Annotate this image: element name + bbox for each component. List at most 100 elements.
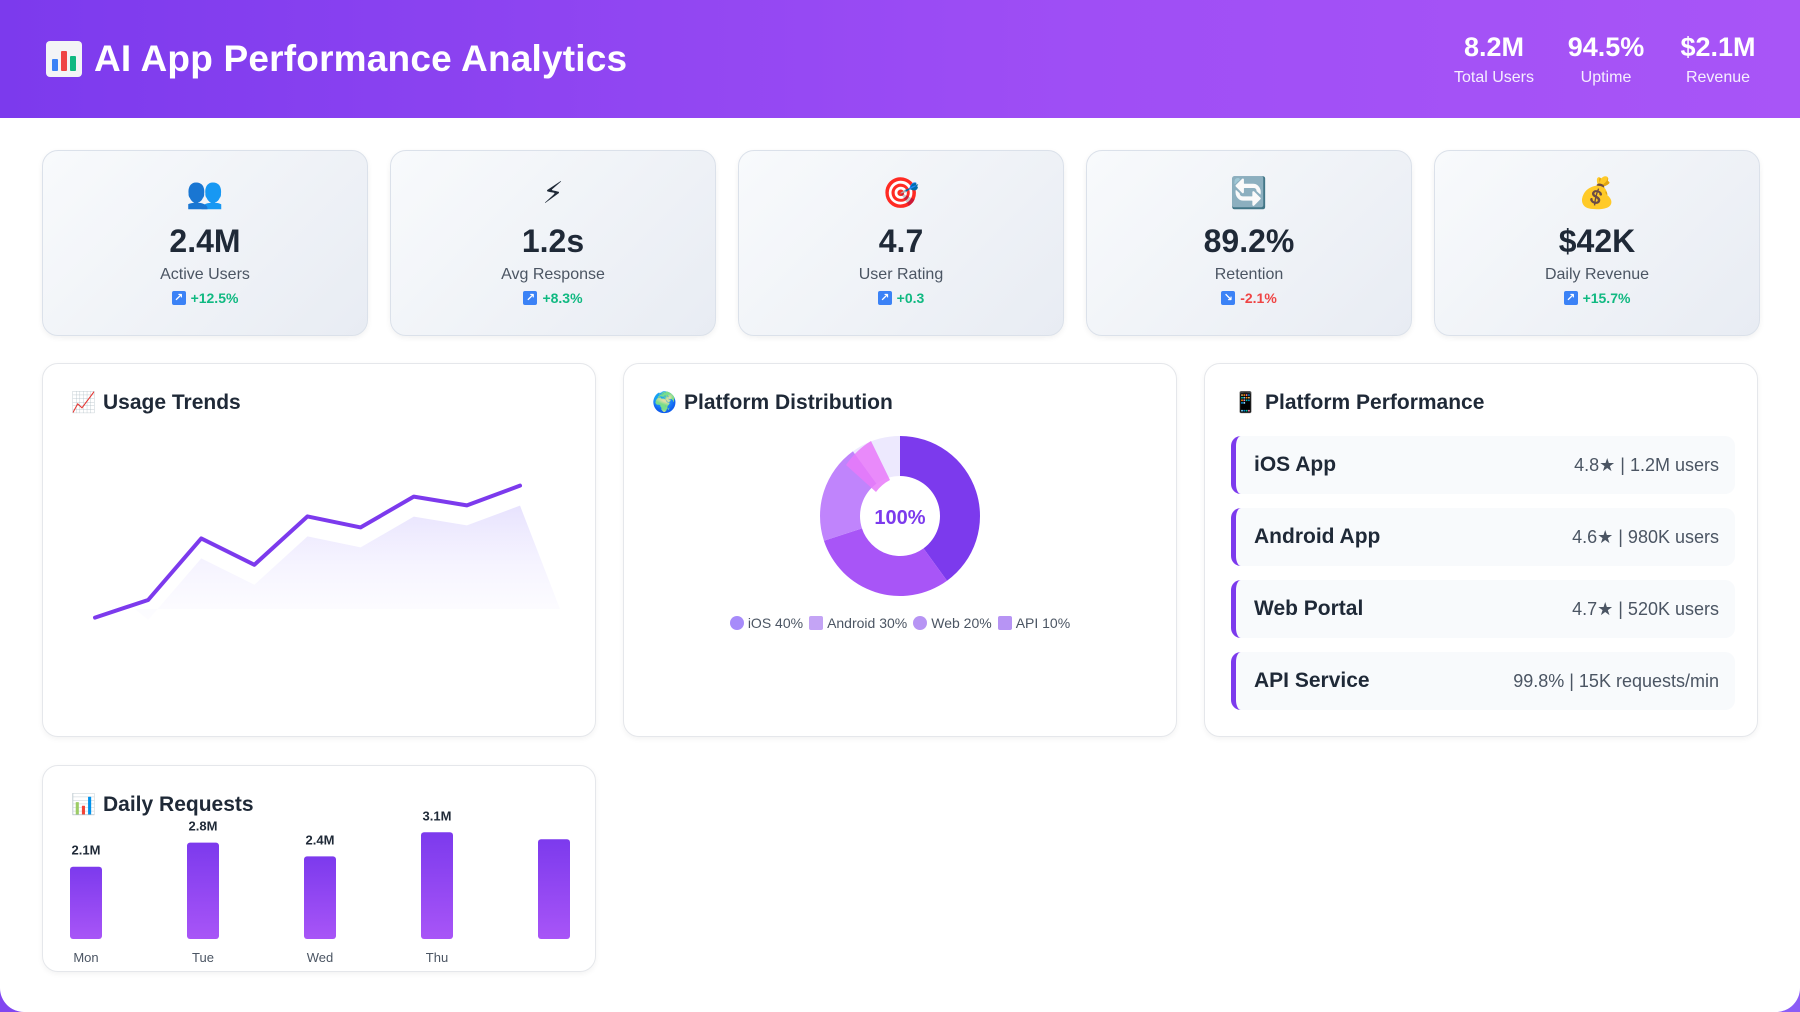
trend-up-icon: ↗ [1563, 291, 1578, 305]
kpi-change-value: +0.3 [896, 290, 925, 306]
kpi-value: 89.2% [1203, 223, 1295, 259]
kpi-card-retention[interactable]: 🔄 89.2% Retention ↘ -2.1% [1086, 150, 1412, 336]
panel-title-text: Platform Distribution [684, 390, 893, 414]
legend-item-android: Android 30% [809, 615, 907, 631]
header-stat-total-users: 8.2M Total Users [1454, 32, 1534, 87]
kpi-change: ↘ -2.1% [1087, 290, 1411, 306]
bar-wed[interactable] [304, 856, 336, 939]
daily-requests-chart: 2.1M Mon 2.8M Tue 2.4M Wed 3.1M Thu [70, 808, 570, 965]
kpi-card-user-rating[interactable]: 🎯 4.7 User Rating ↗ +0.3 [738, 150, 1064, 336]
platform-name: Android App [1254, 525, 1381, 548]
kpi-change: ↗ +0.3 [739, 290, 1063, 306]
panel-title: 📊 Daily Requests [71, 792, 254, 817]
money-bag-icon: 💰 [1578, 177, 1616, 210]
kpi-value: 2.4M [169, 223, 241, 259]
platform-item-android[interactable]: Android App 4.6★ | 980K users [1231, 508, 1735, 566]
globe-icon: 🌍 [652, 392, 677, 414]
kpi-change-value: -2.1% [1240, 290, 1277, 306]
bar-data-label: 2.8M [189, 819, 218, 834]
panel-title: 🌍 Platform Distribution [652, 390, 893, 415]
usage-trends-panel: 📈 Usage Trends [42, 363, 596, 737]
pie-slice-accent [846, 441, 890, 492]
header-stat-uptime: 94.5% Uptime [1566, 32, 1646, 87]
kpi-card-avg-response[interactable]: ⚡ 1.2s Avg Response ↗ +8.3% [390, 150, 716, 336]
platform-item-api[interactable]: API Service 99.8% | 15K requests/min [1231, 652, 1735, 710]
header-stat-label: Total Users [1453, 68, 1534, 86]
bar-chart-icon [46, 41, 82, 77]
platform-meta: 99.8% | 15K requests/min [1513, 670, 1719, 691]
panel-title-text: Usage Trends [103, 390, 241, 414]
trend-up-icon: ↗ [877, 291, 892, 305]
header-bar: AI App Performance Analytics 8.2M Total … [0, 0, 1800, 118]
header-stat-value: 8.2M [1463, 31, 1524, 62]
kpi-label: Avg Response [501, 266, 605, 283]
kpi-row: 👥 2.4M Active Users ↗ +12.5% ⚡ 1.2s Avg R… [42, 150, 1760, 336]
panel-title: 📈 Usage Trends [71, 390, 241, 415]
bar-mon[interactable] [70, 866, 102, 939]
platform-name: iOS App [1254, 453, 1337, 476]
bar-thu[interactable] [421, 832, 453, 939]
header-stat-label: Revenue [1685, 68, 1751, 86]
kpi-label: Retention [1214, 266, 1284, 283]
trend-up-icon: ↗ [523, 291, 538, 305]
trend-down-icon: ↘ [1221, 291, 1236, 305]
bar-category-label: Tue [192, 950, 214, 965]
legend-item-api: API 10% [997, 615, 1070, 631]
kpi-change-value: +8.3% [542, 290, 583, 306]
legend-item-ios: iOS 40% [729, 615, 803, 631]
bar-category-label: Wed [307, 950, 334, 965]
users-icon: 👥 [186, 177, 224, 210]
usage-area [135, 505, 560, 620]
page-title-text: AI App Performance Analytics [94, 38, 628, 79]
page-title: AI App Performance Analytics [46, 38, 627, 80]
header-stats: 8.2M Total Users 94.5% Uptime $2.1M Reve… [1454, 32, 1758, 87]
platform-item-web[interactable]: Web Portal 4.7★ | 520K users [1231, 580, 1735, 638]
usage-line [93, 483, 522, 620]
kpi-value: $42K [1558, 223, 1636, 259]
kpi-value: 1.2s [521, 223, 585, 259]
pie-slice-android[interactable] [823, 528, 948, 596]
donut-center-label: 100% [874, 507, 925, 529]
bar-tue[interactable] [187, 842, 219, 939]
kpi-change: ↗ +15.7% [1435, 290, 1759, 306]
platform-meta: 4.8★ | 1.2M users [1574, 454, 1719, 475]
legend-item-web: Web 20% [913, 615, 992, 631]
chart-up-icon: 📈 [71, 392, 96, 414]
trend-up-icon: ↗ [171, 291, 186, 305]
refresh-icon: 🔄 [1230, 177, 1268, 210]
kpi-change: ↗ +12.5% [43, 290, 367, 306]
bar-data-label: 2.4M [306, 832, 335, 847]
kpi-change: ↗ +8.3% [391, 290, 715, 306]
panel-title-text: Platform Performance [1265, 390, 1485, 414]
kpi-label: User Rating [858, 266, 944, 283]
target-icon: 🎯 [882, 177, 920, 210]
bar-category-label: Mon [73, 950, 98, 965]
platform-name: API Service [1254, 669, 1370, 692]
daily-requests-panel: 📊 Daily Requests 2.1M Mon 2.8M Tue 2.4M Wed 3.… [42, 765, 596, 972]
kpi-card-active-users[interactable]: 👥 2.4M Active Users ↗ +12.5% [42, 150, 368, 336]
bar-data-label: 2.1M [72, 843, 101, 858]
panel-title: 📱 Platform Performance [1233, 390, 1484, 415]
kpi-value: 4.7 [878, 223, 924, 259]
kpi-change-value: +12.5% [190, 290, 239, 306]
header-stat-value: 94.5% [1567, 31, 1645, 62]
bar-category-label: Thu [426, 950, 448, 965]
pie-slice-ios[interactable] [900, 436, 980, 581]
kpi-change-value: +15.7% [1582, 290, 1631, 306]
bar-chart-icon: 📊 [71, 794, 96, 816]
platform-distribution-panel: 🌍 Platform Distribution 100% iOS 40% And… [623, 363, 1177, 737]
panel-title-text: Daily Requests [103, 792, 254, 816]
platform-meta: 4.7★ | 520K users [1572, 598, 1719, 619]
kpi-card-daily-revenue[interactable]: 💰 $42K Daily Revenue ↗ +15.7% [1434, 150, 1760, 336]
bar-fri[interactable] [538, 839, 570, 939]
platform-item-ios[interactable]: iOS App 4.8★ | 1.2M users [1231, 436, 1735, 494]
platform-meta: 4.6★ | 980K users [1572, 526, 1719, 547]
lightning-icon: ⚡ [542, 177, 564, 210]
platform-distribution-chart: 100% [820, 436, 980, 596]
mobile-phone-icon: 📱 [1233, 392, 1258, 414]
header-stat-revenue: $2.1M Revenue [1678, 32, 1758, 87]
kpi-label: Active Users [160, 266, 250, 283]
bar-data-label: 3.1M [423, 808, 452, 823]
header-stat-label: Uptime [1580, 68, 1632, 86]
